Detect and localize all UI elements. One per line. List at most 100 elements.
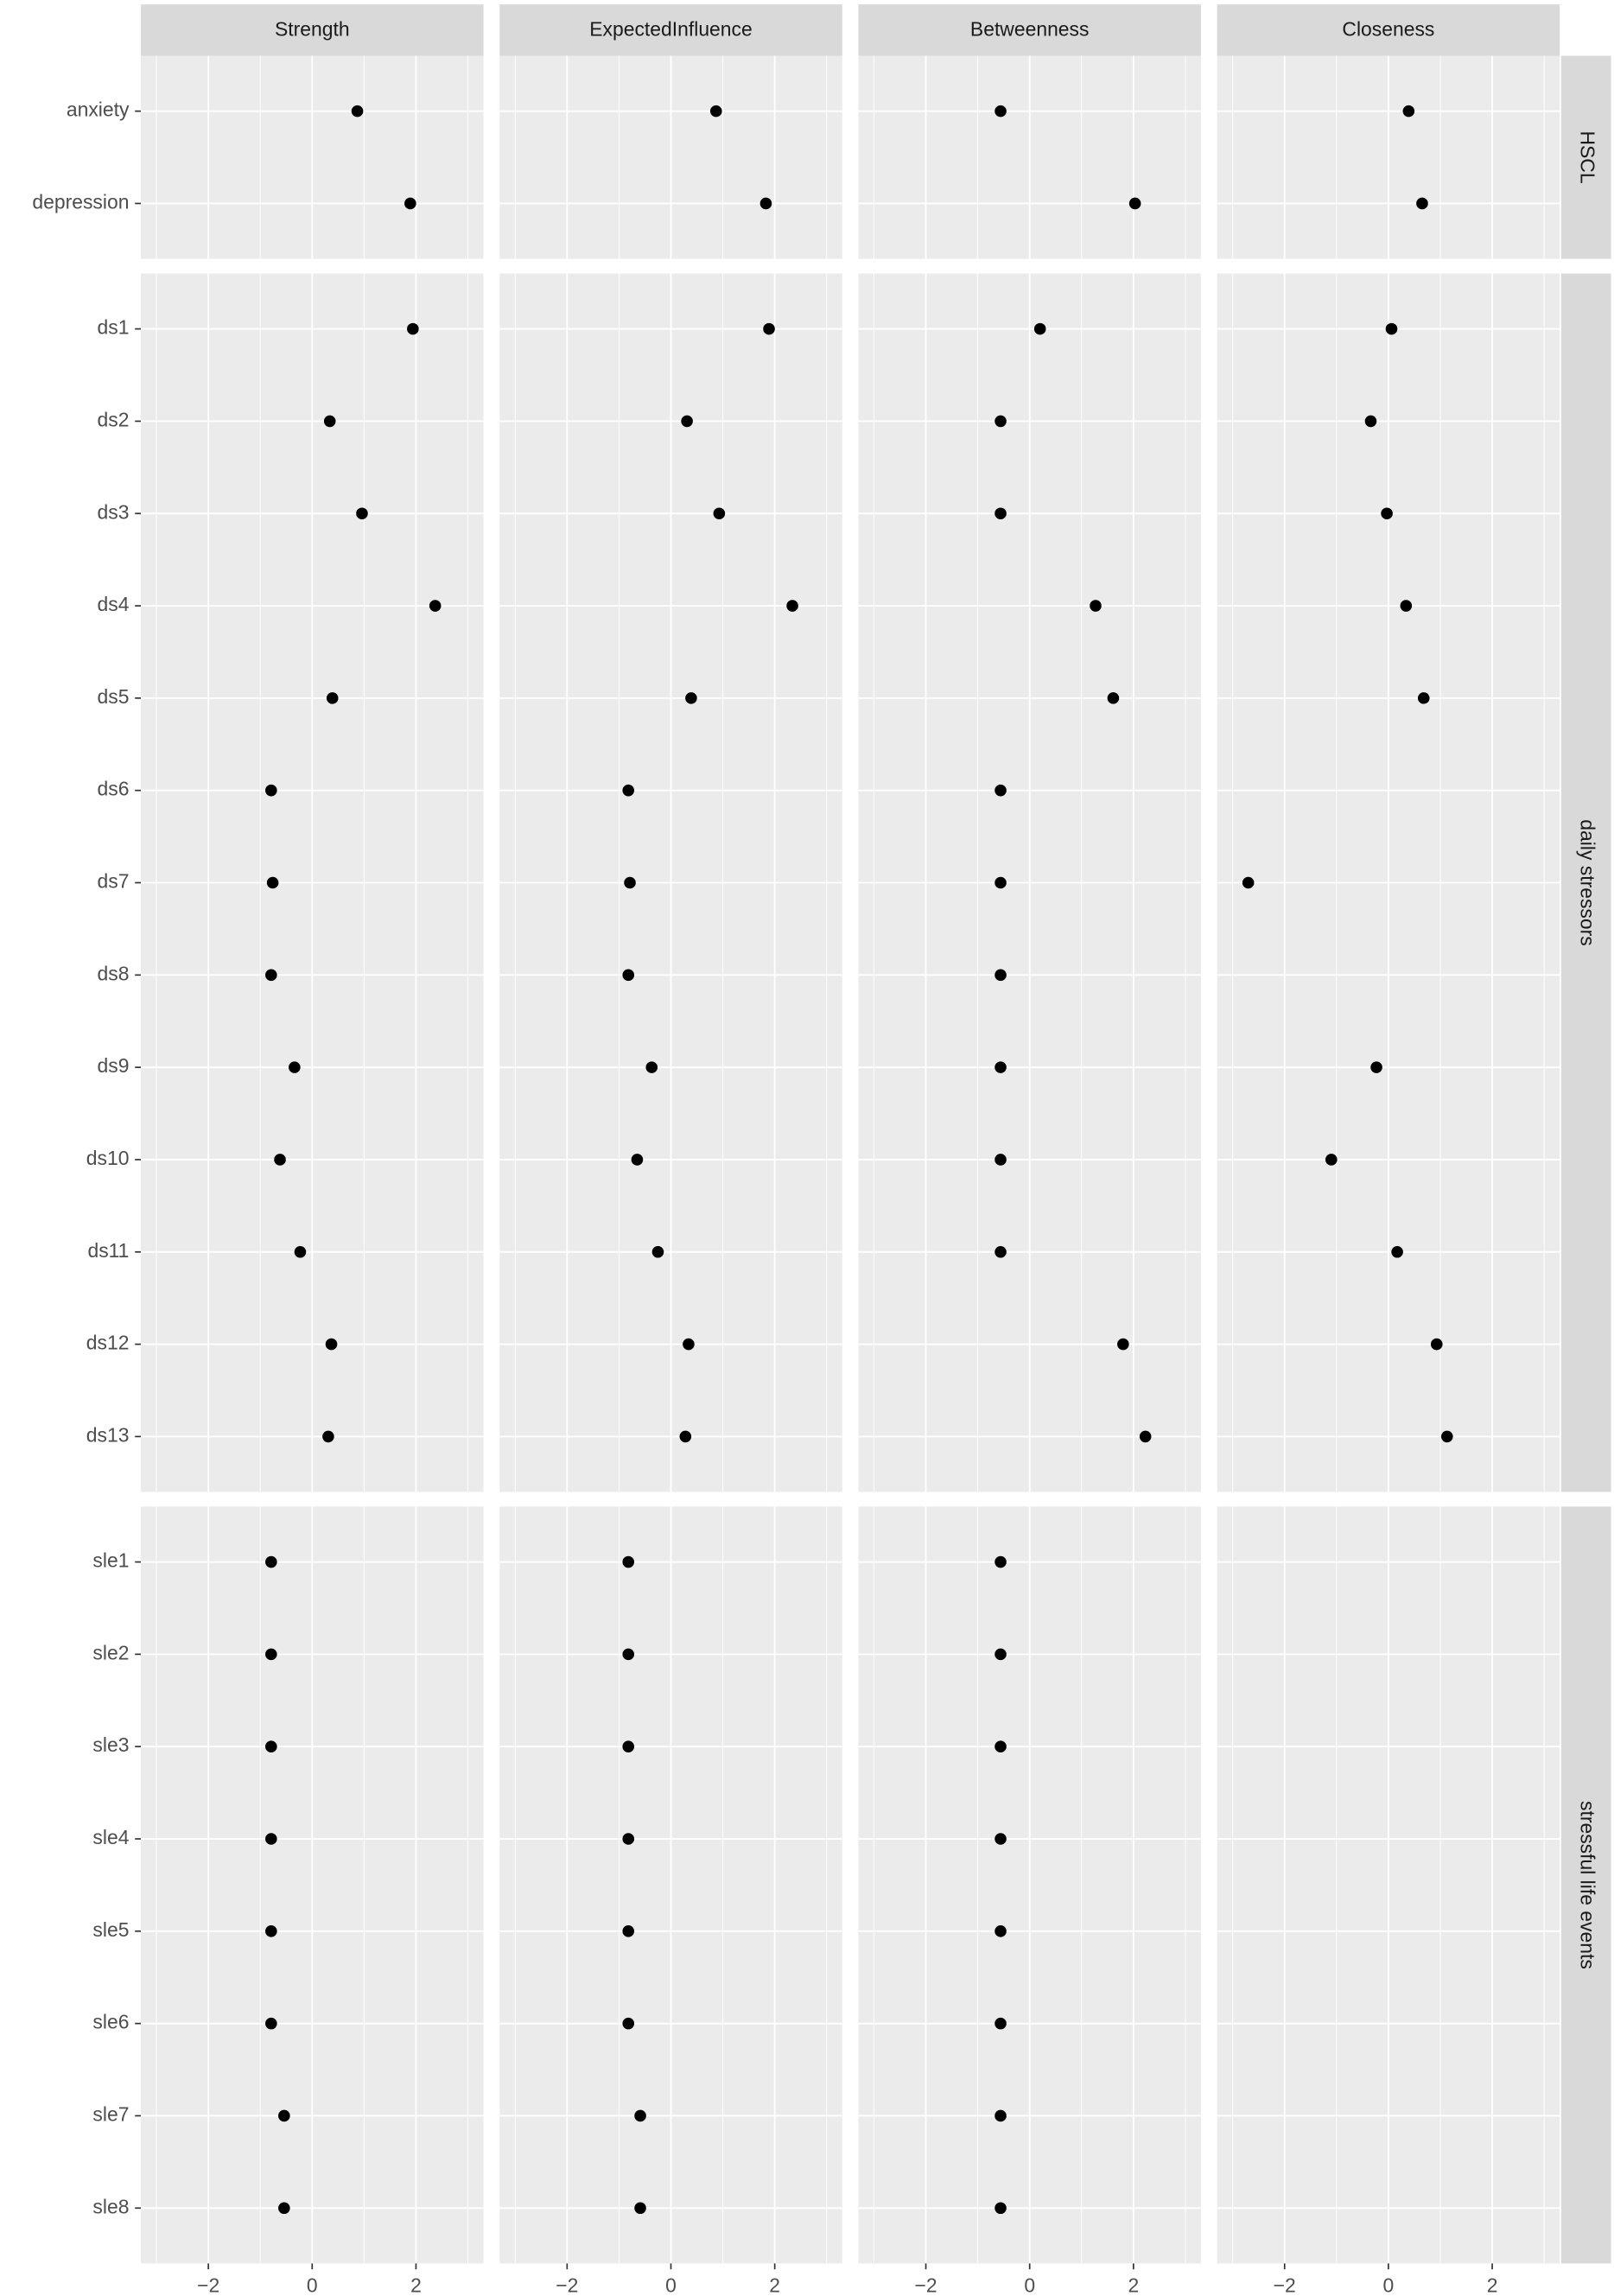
point [1381,507,1393,520]
point [1107,692,1120,704]
x-tick-label: 0 [665,2274,677,2296]
point [1430,1338,1443,1351]
strip-label: daily stressors [1577,819,1599,945]
point [685,692,697,704]
point [1441,1430,1453,1443]
x-tick-label: −2 [197,2274,219,2296]
point [265,1555,277,1568]
x-tick-label: 2 [410,2274,422,2296]
y-tick-label: ds8 [98,962,130,984]
point [679,1430,692,1443]
strip-label: ExpectedInfluence [589,18,752,41]
point [681,415,693,428]
strip [1560,55,1611,259]
point [622,2017,635,2030]
point [289,1061,301,1073]
point [622,1925,635,1937]
point [1090,600,1102,612]
y-tick-label: sle6 [92,2011,129,2033]
point [763,322,775,335]
point [994,784,1007,797]
x-tick-label: 2 [1128,2274,1139,2296]
strip-label: HSCL [1577,130,1599,183]
point [1033,322,1046,335]
point [1391,1245,1403,1258]
point [266,876,279,889]
point [265,969,277,982]
point [429,600,442,612]
strip [499,4,842,56]
point [994,415,1007,428]
point [759,197,772,210]
x-tick-label: −2 [914,2274,937,2296]
y-tick-label: ds2 [98,408,130,430]
point [994,1925,1007,1937]
y-tick-label: depression [32,190,129,213]
point [651,1245,664,1258]
y-tick-label: sle7 [92,2102,129,2125]
point [407,322,419,335]
point [994,105,1007,118]
x-tick-label: 0 [307,2274,318,2296]
point [994,2017,1007,2030]
strip-label: Strength [275,18,350,41]
point [294,1245,307,1258]
point [322,1430,334,1443]
point [265,2017,277,2030]
point [622,969,635,982]
point [631,1154,644,1166]
point [713,507,726,520]
y-tick-label: ds13 [86,1423,130,1446]
y-tick-label: sle4 [92,1826,129,1848]
point [1400,600,1413,612]
point [1139,1430,1152,1443]
point [622,784,635,797]
point [351,105,364,118]
point [994,969,1007,982]
point [622,1833,635,1845]
point [994,2202,1007,2215]
point [994,507,1007,520]
point [994,1740,1007,1752]
point [1242,876,1255,889]
y-tick-label: ds3 [98,500,130,523]
x-tick-label: −2 [556,2274,578,2296]
x-tick-label: 0 [1383,2274,1395,2296]
point [645,1061,658,1073]
point [622,1740,635,1752]
y-tick-label: ds1 [98,316,130,339]
point [994,1648,1007,1661]
point [265,1833,277,1845]
y-tick-label: ds5 [98,685,130,708]
strip [141,4,484,56]
y-tick-label: ds12 [86,1332,130,1354]
point [1402,105,1415,118]
y-tick-label: ds10 [86,1147,130,1169]
point [994,1061,1007,1073]
point [323,415,336,428]
point [274,1154,286,1166]
point [1117,1338,1129,1351]
y-tick-label: sle3 [92,1733,129,1756]
point [1416,197,1428,210]
point [994,1833,1007,1845]
point [326,692,339,704]
strip-label: stressful life events [1577,1801,1599,1969]
point [994,2109,1007,2122]
point [709,105,722,118]
point [683,1338,695,1351]
point [1385,322,1398,335]
strip [1560,273,1611,1492]
point [634,2109,646,2122]
point [404,197,416,210]
y-tick-label: ds9 [98,1054,130,1077]
point [622,1555,635,1568]
strip [858,4,1201,56]
point [994,1245,1007,1258]
x-tick-label: 2 [1487,2274,1498,2296]
point [278,2202,290,2215]
x-tick-label: 0 [1024,2274,1035,2296]
point [265,784,277,797]
